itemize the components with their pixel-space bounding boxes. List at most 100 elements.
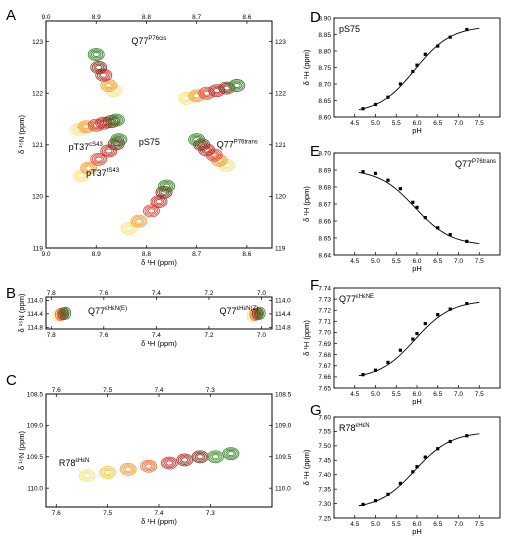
y-tick-label: 7.71 (318, 319, 331, 326)
y-tick-label-right: 120 (275, 194, 286, 201)
x-tick-label: 7.6 (99, 332, 108, 339)
peak-annotation: R78εHεN (59, 458, 90, 468)
data-point (373, 499, 378, 503)
x-tick-label: 5.5 (392, 391, 401, 398)
x-tick-label: 7.2 (204, 332, 213, 339)
peak-contour (80, 470, 94, 481)
y-tick-label: 114.4 (27, 311, 43, 318)
x-axis-label: δ ¹H (ppm) (141, 339, 177, 348)
peak-contour (96, 118, 111, 129)
y-axis-label: δ ¹⁵N (ppm) (17, 293, 26, 332)
data-point (386, 492, 390, 496)
data-point (415, 465, 419, 469)
peak-contour (99, 466, 117, 479)
fit-curve (358, 433, 480, 507)
peak-annotation-sup: tS43 (107, 168, 120, 174)
peak-contour (162, 457, 177, 469)
data-point (465, 301, 469, 306)
peak-contour (105, 148, 113, 154)
peak-contour (90, 60, 108, 74)
peak-contour (191, 450, 209, 464)
panel-title: R78εHεN (339, 423, 370, 433)
peak-contour (177, 454, 192, 466)
peak-contour (188, 89, 206, 103)
data-point (361, 107, 365, 111)
y-tick-label: 8.60 (318, 114, 331, 121)
peak-contour (146, 207, 157, 215)
data-point (386, 360, 390, 365)
x-tick-label: 6.5 (433, 120, 442, 127)
peak-contour (133, 217, 145, 226)
peak-contour (87, 48, 105, 61)
peak-contour (107, 113, 125, 127)
plot-area (52, 306, 266, 322)
x-tick-label-top: 7.4 (152, 290, 161, 297)
y-tick-label: 8.68 (318, 184, 331, 191)
x-tick-label-top: 7.6 (99, 290, 108, 297)
x-tick-label: 5.5 (392, 258, 401, 265)
y-tick-label-right: 122 (275, 91, 286, 98)
peak-contour (100, 72, 108, 78)
y-axis-label: δ ¹H (ppm) (302, 49, 311, 85)
peak-contour (111, 116, 122, 124)
data-point (373, 102, 378, 107)
x-tick-label: 7.5 (475, 521, 484, 528)
y-axis-label: δ ¹⁵N (ppm) (17, 115, 26, 154)
peak-annotation: Q77εHεN(Z) (219, 306, 258, 316)
data-point (423, 52, 427, 56)
data-point (386, 95, 390, 99)
panel-f: 4.5 5.0 5.5 6.0 6.5 7.0 7.5 7.65 7.66 7.67 7.68 7.6… (302, 277, 501, 406)
peak-contour (83, 164, 94, 172)
peak-contour (112, 117, 120, 123)
y-tick-label: 108.5 (27, 391, 44, 398)
data-point (373, 171, 378, 175)
y-tick-label: 8.75 (318, 65, 331, 72)
x-tick-label-top: 7.4 (154, 387, 163, 394)
peak-contour (144, 205, 159, 217)
y-tick-label: 8.80 (318, 48, 331, 55)
x-axis-label: pH (412, 397, 422, 406)
plot-frame (333, 152, 501, 256)
x-tick-label-top: 7.6 (52, 387, 61, 394)
peak-contour (198, 86, 216, 100)
peak-contour (124, 466, 132, 472)
y-tick-label: 120 (32, 194, 43, 201)
peak-contour (135, 218, 143, 224)
y-tick-label: 114.8 (27, 325, 43, 332)
peak-contour (80, 161, 98, 175)
y-tick-label: 7.68 (318, 352, 331, 359)
panel-title-base: R78 (339, 423, 356, 433)
peak-contour (78, 469, 96, 483)
x-axis-label: pH (412, 126, 422, 135)
peak-contour (189, 134, 204, 145)
y-tick-label: 7.74 (318, 285, 331, 292)
peak-contour (81, 162, 96, 174)
peak-annotation-sup: cS43 (89, 142, 103, 148)
peak-contour (100, 467, 115, 478)
x-tick-label-top: 7.8 (47, 290, 56, 297)
x-tick-label-top: 8.9 (92, 14, 101, 21)
peak-annotation-base: R78 (59, 458, 76, 468)
peak-contour (147, 208, 156, 214)
x-tick-label-top: 8.8 (142, 14, 151, 21)
y-tick-label: 7.70 (318, 330, 331, 337)
y-tick-label: 7.69 (318, 341, 331, 348)
plot-frame (45, 20, 273, 249)
data-point (415, 63, 419, 67)
fit-curve (358, 301, 480, 377)
x-tick-label: 7.0 (257, 332, 266, 339)
peak-contour (81, 471, 93, 480)
panel-letter: A (6, 7, 16, 24)
peak-contour (122, 465, 134, 474)
peak-contour (222, 447, 240, 461)
y-tick-label-right: 109.0 (275, 423, 292, 430)
x-tick-label: 7.5 (475, 391, 484, 398)
y-tick-label-right: 114.0 (275, 298, 291, 305)
x-tick-label: 5.5 (392, 521, 401, 528)
y-tick-label-right: 114.4 (275, 311, 291, 318)
data-point (423, 455, 427, 459)
x-axis-label: pH (412, 264, 422, 273)
data-point (361, 502, 365, 507)
panel-d: 4.5 5.0 5.5 6.0 6.5 7.0 7.5 8.60 8.65 8.70 8.75 8.8… (302, 9, 501, 135)
y-tick-label: 8.69 (318, 167, 331, 174)
